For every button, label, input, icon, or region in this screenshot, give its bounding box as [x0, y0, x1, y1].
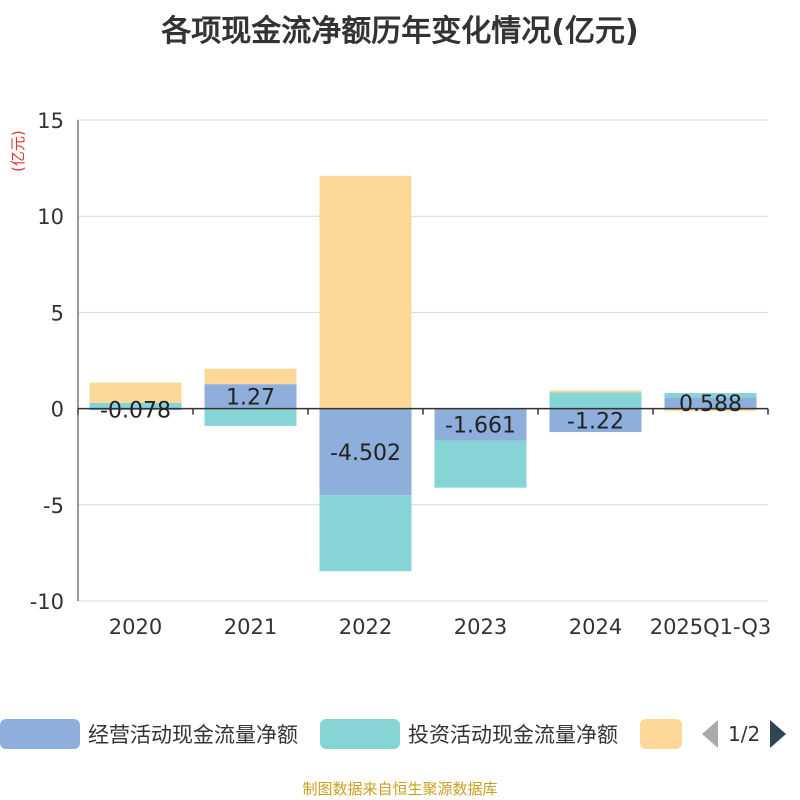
data-source-note: 制图数据来自恒生聚源数据库	[302, 780, 498, 798]
data-label: 0.588	[679, 392, 742, 417]
y-tick-label: 0	[51, 398, 64, 422]
x-tick-label: 2025Q1-Q3	[650, 615, 772, 639]
legend-page-indicator: 1/2	[728, 722, 761, 746]
legend-item-financing[interactable]	[640, 716, 690, 752]
legend-prev-page-icon[interactable]	[702, 720, 718, 748]
bar-segment	[89, 402, 182, 409]
x-tick-label: 2023	[454, 615, 507, 639]
bar-segment	[319, 175, 412, 409]
data-label: -4.502	[330, 441, 401, 466]
y-tick-label: 5	[51, 301, 64, 325]
x-tick-label: 2024	[569, 615, 622, 639]
legend-pager: 1/2	[702, 716, 787, 752]
x-tick-label: 2022	[339, 615, 392, 639]
bar-segment	[204, 384, 297, 409]
legend-label-investing: 投资活动现金流量净额	[408, 723, 618, 747]
y-tick-label: -10	[30, 590, 64, 614]
legend-swatch-investing	[320, 719, 400, 749]
y-tick-label: -5	[43, 494, 64, 518]
bar-segment	[89, 408, 182, 411]
bar-segment	[434, 408, 527, 441]
legend-swatch-operating	[0, 719, 80, 749]
data-label: 1.27	[226, 385, 275, 410]
legend: 经营活动现金流量净额 投资活动现金流量净额 1/2	[0, 716, 800, 752]
data-label: -0.078	[100, 398, 171, 423]
x-tick-label: 2021	[224, 615, 277, 639]
bar-segment	[204, 408, 297, 426]
bar-segment	[204, 368, 297, 385]
bar-segment	[319, 495, 412, 572]
bar-segment	[549, 390, 642, 393]
legend-next-page-icon[interactable]	[770, 720, 787, 748]
legend-label-operating: 经营活动现金流量净额	[88, 723, 298, 747]
y-tick-label: 10	[37, 205, 64, 229]
data-label: -1.22	[567, 409, 624, 434]
bar-segment	[89, 382, 182, 403]
data-label: -1.661	[445, 414, 516, 439]
bar-segment	[319, 408, 412, 496]
x-tick-label: 2020	[109, 615, 162, 639]
legend-item-operating[interactable]: 经营活动现金流量净额	[0, 716, 298, 752]
bar-segment	[434, 440, 527, 488]
bar-segment	[664, 408, 757, 411]
chart-title: 各项现金流净额历年变化情况(亿元)	[161, 14, 639, 49]
bar-segment	[549, 408, 642, 433]
legend-swatch-financing	[640, 719, 682, 749]
bar-segment	[664, 393, 757, 398]
legend-item-investing[interactable]: 投资活动现金流量净额	[320, 716, 618, 752]
y-tick-label: 15	[37, 109, 64, 133]
bar-segment	[664, 397, 757, 409]
chart-area: 15 10 5 0 -5 -10 -0.078 1.27 -4.502 -1.661 -1.22 0.…	[30, 109, 772, 639]
bar-segment	[549, 392, 642, 409]
